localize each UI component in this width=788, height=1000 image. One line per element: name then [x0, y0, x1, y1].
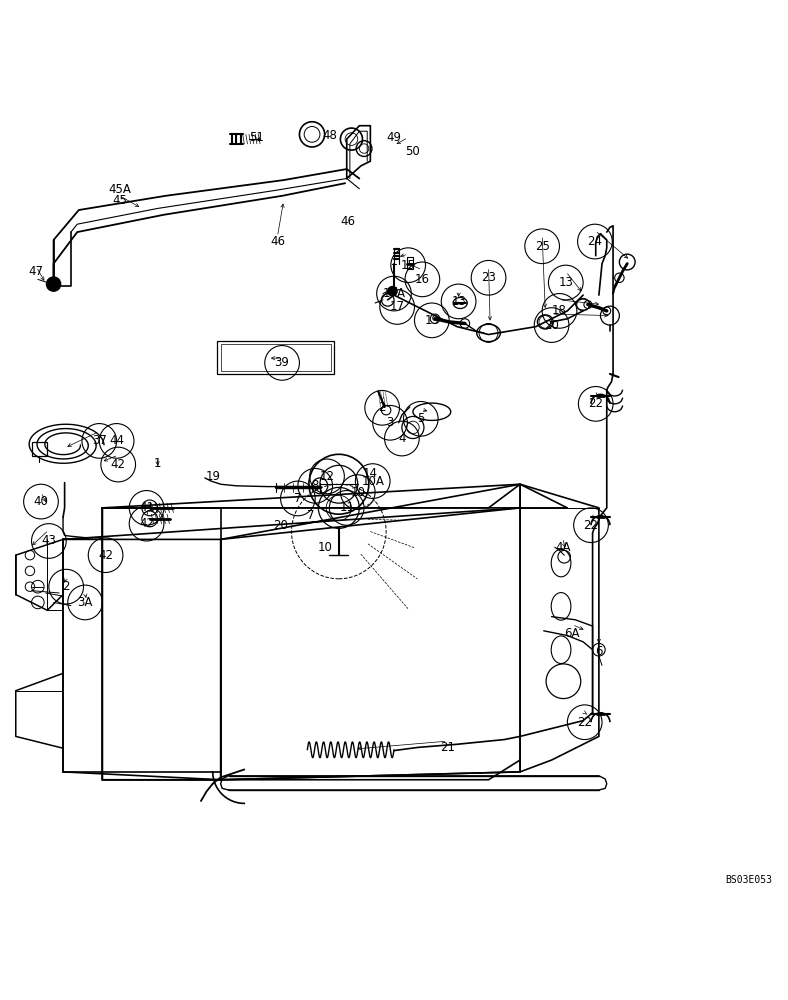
Text: 7: 7: [294, 492, 302, 505]
Text: 10A: 10A: [361, 475, 385, 488]
Text: 44: 44: [109, 434, 125, 447]
Text: 19: 19: [424, 314, 440, 327]
Text: 6A: 6A: [564, 627, 580, 640]
Text: 6: 6: [595, 645, 603, 658]
Text: 22: 22: [577, 716, 593, 729]
Text: 22: 22: [588, 397, 604, 410]
Text: 49: 49: [386, 131, 402, 144]
Text: 23: 23: [481, 271, 496, 284]
Text: 46: 46: [340, 215, 356, 228]
Text: 41: 41: [139, 501, 154, 514]
Circle shape: [46, 277, 61, 291]
Text: 7: 7: [307, 509, 314, 522]
Circle shape: [388, 286, 397, 296]
Text: 13: 13: [452, 295, 466, 308]
Text: 43: 43: [42, 534, 56, 547]
Text: 14: 14: [362, 467, 378, 480]
Text: 4: 4: [398, 432, 406, 445]
Text: 5: 5: [417, 412, 425, 425]
Text: 50: 50: [406, 145, 420, 158]
Text: 18: 18: [552, 304, 567, 317]
Text: 2: 2: [62, 580, 70, 593]
Text: 2: 2: [378, 401, 386, 414]
Text: BS03E053: BS03E053: [725, 875, 772, 885]
Text: 42: 42: [139, 517, 154, 530]
Text: 37: 37: [92, 434, 106, 447]
Text: 19: 19: [205, 470, 221, 483]
Text: 24: 24: [587, 235, 603, 248]
Text: 40: 40: [34, 495, 48, 508]
Text: 11: 11: [339, 501, 355, 514]
Text: 3: 3: [386, 416, 394, 429]
Text: 10: 10: [318, 541, 332, 554]
Text: 20: 20: [273, 519, 288, 532]
Bar: [32, 442, 47, 456]
Text: 20: 20: [545, 319, 559, 332]
Text: 17A: 17A: [382, 287, 406, 300]
Text: 21: 21: [440, 741, 455, 754]
Text: 47: 47: [28, 265, 44, 278]
Text: 17: 17: [389, 300, 405, 313]
Text: 15: 15: [401, 259, 415, 272]
Text: 22: 22: [583, 519, 599, 532]
Text: 25: 25: [535, 240, 549, 253]
Text: 42: 42: [110, 458, 126, 471]
Text: 8: 8: [311, 479, 319, 492]
Text: 1: 1: [154, 457, 162, 470]
Bar: [221, 344, 331, 371]
Text: 16: 16: [414, 273, 430, 286]
Text: 13: 13: [559, 276, 573, 289]
Text: 12: 12: [319, 470, 335, 483]
Text: 10: 10: [351, 486, 365, 499]
Text: 42: 42: [98, 549, 113, 562]
Text: 48: 48: [322, 129, 336, 142]
Ellipse shape: [413, 403, 451, 420]
Text: 45: 45: [113, 194, 127, 207]
Text: 46: 46: [269, 235, 285, 248]
Text: 45A: 45A: [108, 183, 132, 196]
Text: 3A: 3A: [77, 596, 93, 609]
Text: 39: 39: [275, 356, 289, 369]
Text: 4A: 4A: [555, 541, 571, 554]
Bar: [217, 341, 334, 374]
Text: 51: 51: [250, 131, 264, 144]
